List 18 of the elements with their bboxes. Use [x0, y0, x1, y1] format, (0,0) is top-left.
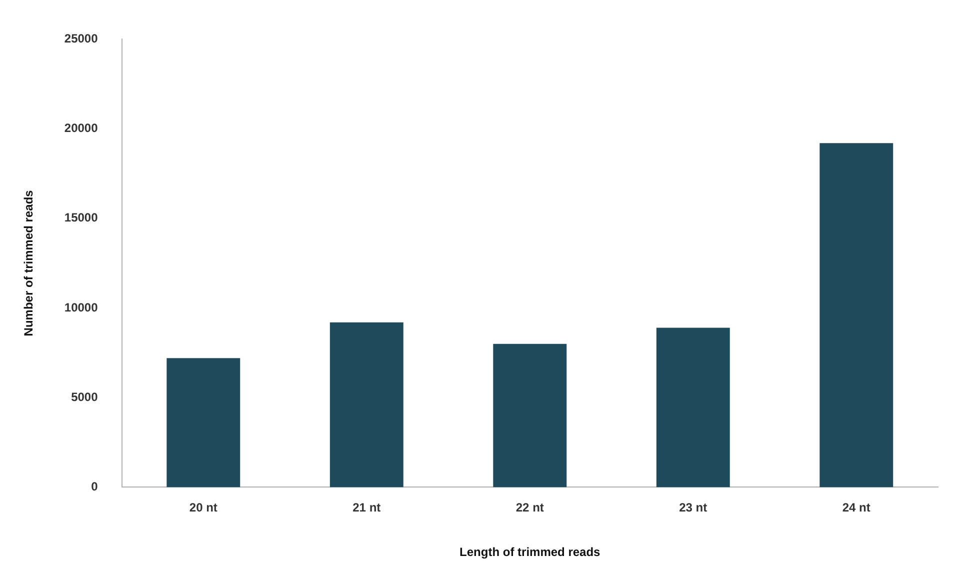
y-axis-title: Number of trimmed reads	[22, 190, 36, 336]
y-tick-label: 0	[91, 480, 98, 494]
bar	[166, 358, 240, 488]
bar	[820, 143, 894, 488]
bar	[493, 344, 567, 488]
x-tick-label: 23 nt	[679, 500, 708, 515]
x-axis-title: Length of trimmed reads	[460, 545, 601, 560]
y-tick-label: 15000	[64, 210, 98, 225]
x-tick-label: 22 nt	[516, 500, 544, 515]
x-tick-label: 24 nt	[842, 500, 870, 515]
y-tick-label: 5000	[71, 390, 98, 404]
y-tick-label: 25000	[64, 32, 98, 46]
x-tick-label: 20 nt	[189, 500, 218, 515]
y-tick-label: 10000	[64, 300, 98, 314]
x-tick-label: 21 nt	[352, 500, 381, 515]
bar	[656, 328, 730, 488]
bar	[330, 322, 404, 488]
y-tick-label: 20000	[64, 121, 98, 136]
